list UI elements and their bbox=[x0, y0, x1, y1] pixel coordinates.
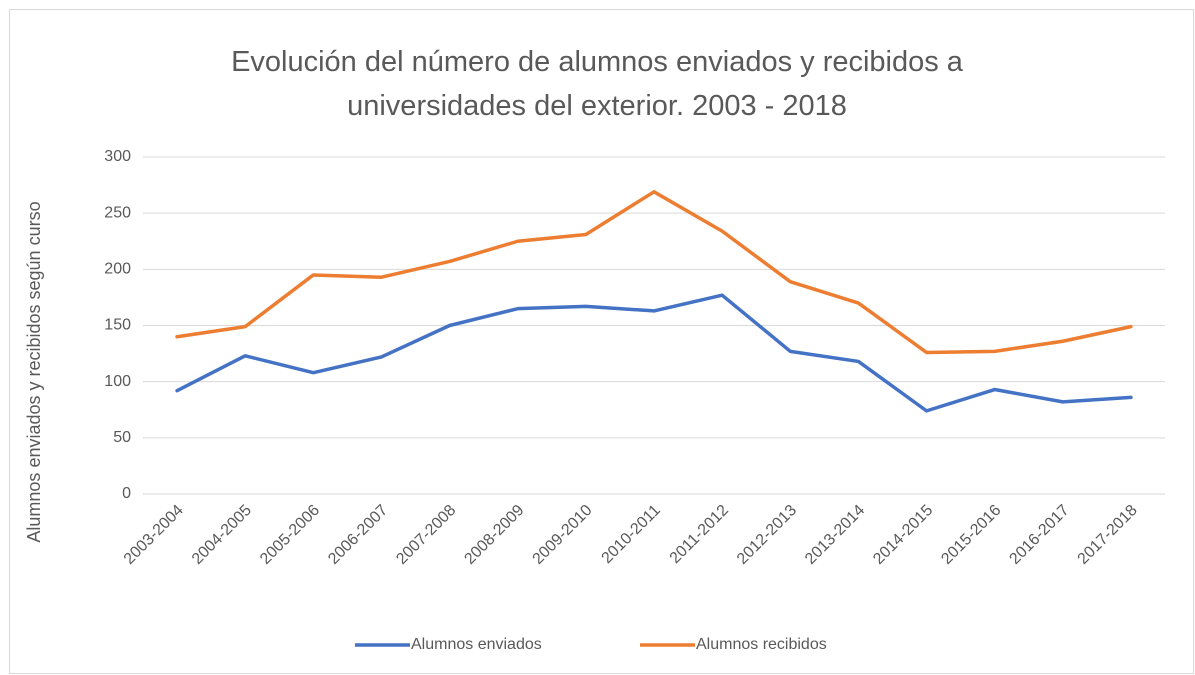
y-tick-label: 100 bbox=[104, 373, 131, 390]
legend-label: Alumnos recibidos bbox=[696, 636, 827, 653]
y-tick-label: 250 bbox=[104, 204, 131, 221]
x-tick-label: 2014-2015 bbox=[870, 502, 936, 568]
legend-label: Alumnos enviados bbox=[411, 636, 542, 653]
x-tick-label: 2007-2008 bbox=[393, 502, 459, 568]
line-series bbox=[175, 293, 1133, 413]
x-tick-label: 2004-2005 bbox=[189, 502, 255, 568]
x-tick-label: 2006-2007 bbox=[325, 502, 391, 568]
x-tick-label: 2003-2004 bbox=[121, 502, 187, 568]
y-tick-label: 150 bbox=[104, 317, 131, 334]
y-tick-label: 0 bbox=[122, 485, 131, 502]
x-tick-label: 2011-2012 bbox=[667, 502, 732, 567]
x-tick-label: 2008-2009 bbox=[461, 502, 527, 568]
y-tick-label: 50 bbox=[113, 429, 131, 446]
line-series bbox=[175, 190, 1133, 355]
x-tick-label: 2016-2017 bbox=[1006, 502, 1072, 568]
y-axis-label: Alumnos enviados y recibidos según curso bbox=[24, 201, 44, 542]
x-tick-label: 2013-2014 bbox=[802, 502, 868, 568]
x-tick-label: 2015-2016 bbox=[938, 502, 1004, 568]
chart-border bbox=[9, 9, 1194, 674]
x-tick-label: 2012-2013 bbox=[734, 502, 800, 568]
chart-title: Evolución del número de alumnos enviados… bbox=[231, 46, 963, 122]
y-tick-label: 200 bbox=[104, 261, 131, 278]
x-tick-label: 2005-2006 bbox=[257, 502, 323, 568]
y-tick-label: 300 bbox=[104, 148, 131, 165]
x-tick-label: 2009-2010 bbox=[530, 502, 596, 568]
x-tick-label: 2017-2018 bbox=[1075, 502, 1141, 568]
x-tick-label: 2010-2011 bbox=[599, 502, 664, 567]
